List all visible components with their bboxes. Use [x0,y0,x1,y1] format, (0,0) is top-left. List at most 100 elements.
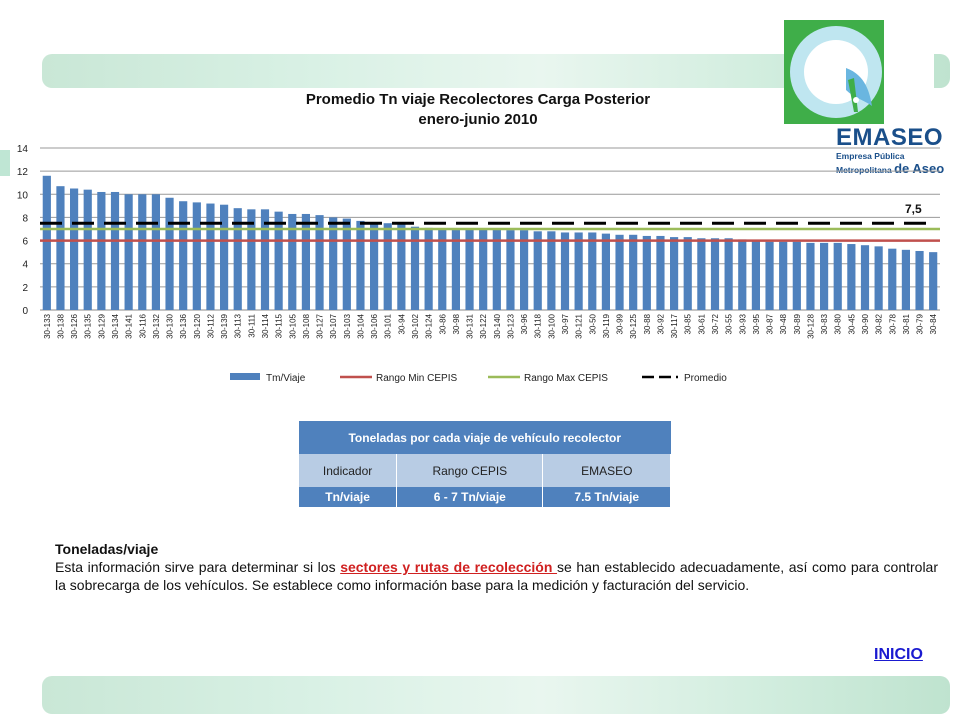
x-tick-label: 30-133 [43,313,52,338]
x-tick-label: 30-90 [861,313,870,334]
bars [42,175,938,310]
logo-subtitle-2b: de Aseo [894,161,945,176]
bar [438,229,447,310]
legend-label: Tm/Viaje [266,373,306,384]
bar [288,213,297,310]
x-tick-label: 30-141 [125,313,134,338]
x-tick-label: 30-50 [588,313,597,334]
x-tick-label: 30-114 [261,313,270,338]
x-tick-label: 30-96 [520,313,529,334]
bar [615,234,624,310]
logo-subtitle-1: Empresa Pública [836,151,905,161]
bar [97,191,106,310]
bar [874,246,883,310]
bar [42,175,51,310]
sectores-rutas-link[interactable]: sectores y rutas de recolección [340,559,558,575]
x-tick-label: 30-94 [397,313,406,334]
x-tick-label: 30-95 [752,313,761,334]
table-header-cell: EMASEO [542,454,671,487]
bar [901,249,910,310]
y-tick-label: 12 [17,167,29,178]
bar [315,215,324,310]
summary-table: Toneladas por cada viaje de vehículo rec… [299,421,671,507]
bar [247,209,256,310]
legend-label: Rango Min CEPIS [376,373,457,384]
x-tick-label: 30-93 [738,313,747,334]
bar [70,188,79,310]
bar [629,234,638,310]
y-tick-label: 10 [17,190,29,201]
x-tick-label: 30-61 [697,313,706,334]
bar [151,194,160,310]
legend-label: Rango Max CEPIS [524,373,608,384]
x-tick-label: 30-108 [302,313,311,338]
chart-subtitle: enero-junio 2010 [418,111,537,128]
table-header-cell: Indicador [299,454,398,487]
x-tick-label: 30-134 [111,313,120,338]
x-tick-label: 30-104 [356,313,365,338]
description-text-1: Esta información sirve para determinar s… [55,559,341,575]
legend-label: Promedio [684,373,727,384]
bar [356,220,365,310]
x-tick-label: 30-131 [466,313,475,338]
y-tick-label: 0 [22,306,28,317]
table-value-cell: Tn/viaje [299,487,398,507]
left-edge-tab [0,150,10,176]
x-tick-label: 30-117 [670,313,679,338]
x-tick-label: 30-105 [288,313,297,338]
bar [588,232,597,310]
bar [301,213,310,310]
bar [888,248,897,310]
x-tick-label: 30-84 [929,313,938,334]
bar [397,224,406,310]
bar [83,189,92,310]
bar [751,240,760,310]
x-tick-label: 30-122 [479,313,488,338]
x-tick-label: 30-138 [56,313,65,338]
x-tick-label: 30-120 [193,313,202,338]
description-body: Esta información sirve para determinar s… [55,558,938,594]
bottom-decorative-band [42,676,950,714]
promedio-annotation: 7,5 [905,202,922,216]
x-tick-label: 30-87 [766,313,775,334]
bar [806,242,815,310]
bar [710,238,720,310]
y-tick-label: 6 [22,237,28,248]
x-tick-label: 30-113 [234,313,243,338]
inicio-link[interactable]: INICIO [874,646,923,663]
legend-swatch [230,373,260,380]
bar [520,230,529,310]
bar [56,186,65,310]
x-tick-label: 30-112 [206,313,215,338]
x-tick-label: 30-135 [84,313,93,338]
bar [451,229,460,310]
x-tick-label: 30-97 [561,313,570,334]
bar [506,230,515,310]
x-tick-label: 30-86 [438,313,447,334]
x-tick-label: 30-139 [220,313,229,338]
description-title: Toneladas/viaje [55,541,159,557]
x-tick-label: 30-123 [506,313,515,338]
x-tick-label: 30-48 [779,313,788,334]
bar [929,252,938,310]
bar [138,194,147,310]
y-tick-label: 4 [22,260,28,271]
bar [656,235,665,310]
x-tick-label: 30-136 [179,313,188,338]
x-tick-label: 30-106 [370,313,379,338]
x-tick-label: 30-82 [875,313,884,334]
x-tick-label: 30-92 [656,313,665,334]
x-tick-label: 30-83 [820,313,829,334]
bar [492,229,501,310]
bar [206,203,215,310]
bar [424,227,433,310]
x-tick-label: 30-118 [534,313,543,338]
chart-legend: Tm/Viaje Rango Min CEPIS Rango Max CEPIS Pr… [230,373,727,384]
bar [765,241,774,310]
table-value-cell: 7.5 Tn/viaje [542,487,671,507]
bar [574,232,583,310]
bar [860,245,870,310]
description-text-2: se han establecido adecuadamente, así co… [55,559,939,593]
bar [724,238,733,310]
x-tick-label: 30-79 [916,313,925,334]
